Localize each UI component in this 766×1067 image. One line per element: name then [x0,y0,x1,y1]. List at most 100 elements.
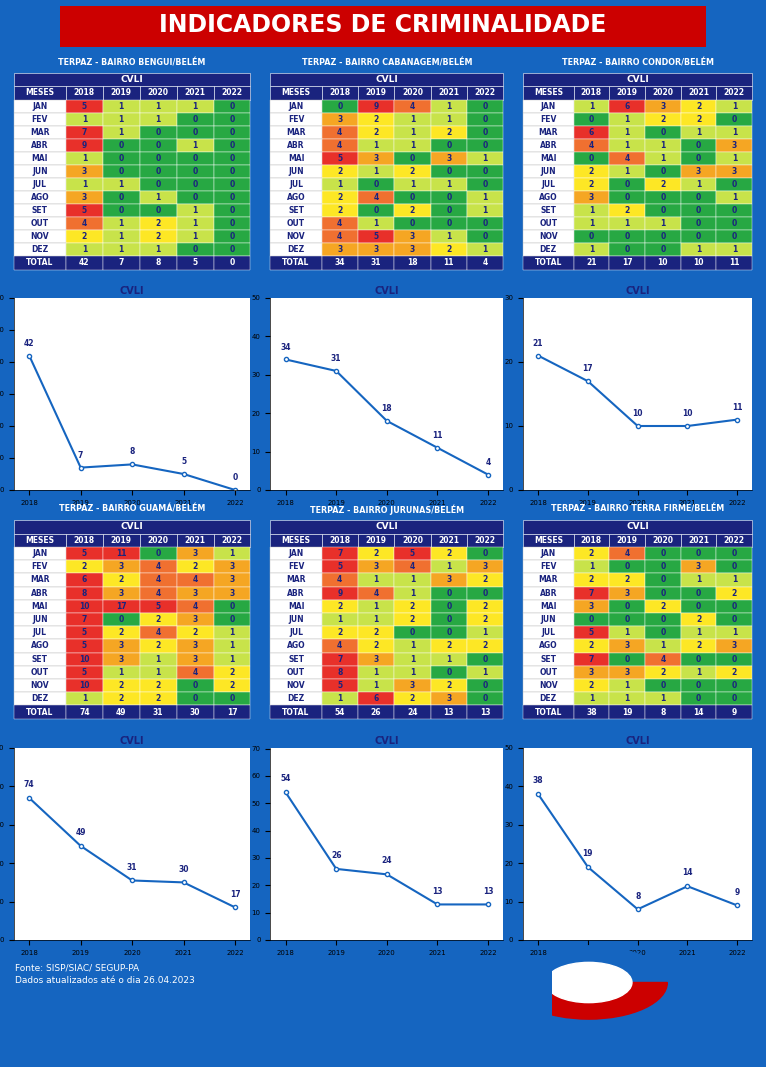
Text: 1: 1 [660,219,666,228]
Bar [139,229,177,243]
Text: 10: 10 [658,258,668,267]
Bar [103,229,139,243]
Text: 3: 3 [192,589,198,598]
Text: 0: 0 [624,180,630,189]
Bar [645,639,681,653]
Text: 1: 1 [155,668,161,676]
Text: 3: 3 [446,695,451,703]
Bar [177,614,214,626]
Bar [681,692,716,705]
Text: 1: 1 [229,655,234,664]
Bar [103,191,139,204]
Text: 2022: 2022 [475,89,496,97]
Text: 0: 0 [624,245,630,254]
Text: 17: 17 [230,890,241,898]
Bar [66,243,103,256]
Bar [467,152,503,164]
Text: 2: 2 [155,641,161,651]
Bar [609,614,645,626]
Text: 1: 1 [374,602,378,611]
Bar [574,113,609,126]
Bar [139,679,177,692]
Bar [103,600,139,614]
Bar [430,164,467,178]
Text: TERPAZ - BAIRRO CABANAGEM/BELÉM: TERPAZ - BAIRRO CABANAGEM/BELÉM [302,58,472,67]
Bar [523,573,574,587]
Text: 1: 1 [732,245,737,254]
Text: 2019: 2019 [111,89,132,97]
Text: 3: 3 [82,193,87,202]
Text: 2: 2 [337,193,342,202]
Bar [574,626,609,639]
Text: 3: 3 [119,562,124,571]
Text: 0: 0 [732,615,737,624]
Bar [358,139,394,152]
Text: MAI: MAI [288,602,304,611]
Bar [322,86,358,99]
Bar [716,191,752,204]
Bar [430,229,467,243]
Bar [177,126,214,139]
Text: 0: 0 [660,128,666,137]
Bar [214,217,250,229]
Text: 2: 2 [624,575,630,585]
Text: 4: 4 [337,141,342,149]
Text: 1: 1 [446,180,451,189]
Text: TOTAL: TOTAL [26,707,54,717]
Bar [214,600,250,614]
Text: 1: 1 [155,655,161,664]
Bar [66,626,103,639]
Text: 0: 0 [229,101,234,111]
Bar [716,152,752,164]
Text: 8: 8 [82,589,87,598]
Text: TERPAZ - BAIRRO JURUNAS/BELÉM: TERPAZ - BAIRRO JURUNAS/BELÉM [309,505,464,514]
Bar [103,705,139,719]
Bar [358,217,394,229]
Text: JUN: JUN [541,615,556,624]
Bar [14,587,66,600]
Bar [214,139,250,152]
Text: JAN: JAN [32,550,47,558]
Text: 1: 1 [732,101,737,111]
Text: 8: 8 [155,258,161,267]
Text: 5: 5 [181,457,186,466]
Text: 0: 0 [660,166,666,176]
Bar [394,705,430,719]
Bar [177,217,214,229]
Bar [609,587,645,600]
Text: 21: 21 [533,338,543,348]
Text: 2018: 2018 [581,536,602,545]
Bar [574,86,609,99]
Bar [609,204,645,217]
Text: 10: 10 [79,655,90,664]
Bar [66,86,103,99]
Text: 1: 1 [192,206,198,214]
Text: 0: 0 [696,589,701,598]
Text: 1: 1 [82,114,87,124]
Text: 0: 0 [624,602,630,611]
Text: 4: 4 [410,562,415,571]
Bar [358,99,394,113]
Bar [177,560,214,573]
Text: 2: 2 [119,628,124,637]
Bar [645,113,681,126]
Bar [177,256,214,270]
Bar [523,520,752,534]
Bar [394,99,430,113]
Text: 3: 3 [589,668,594,676]
Bar [716,573,752,587]
Bar [322,178,358,191]
Text: 2: 2 [446,128,451,137]
Text: 1: 1 [374,575,378,585]
Bar [394,126,430,139]
Text: 9: 9 [82,141,87,149]
Bar [681,587,716,600]
Text: 0: 0 [483,695,488,703]
Text: 0: 0 [229,602,234,611]
Text: OUT: OUT [31,668,49,676]
Bar [645,666,681,679]
Text: 1: 1 [337,695,342,703]
Bar [270,191,322,204]
Text: 1: 1 [374,681,378,690]
Bar [430,243,467,256]
